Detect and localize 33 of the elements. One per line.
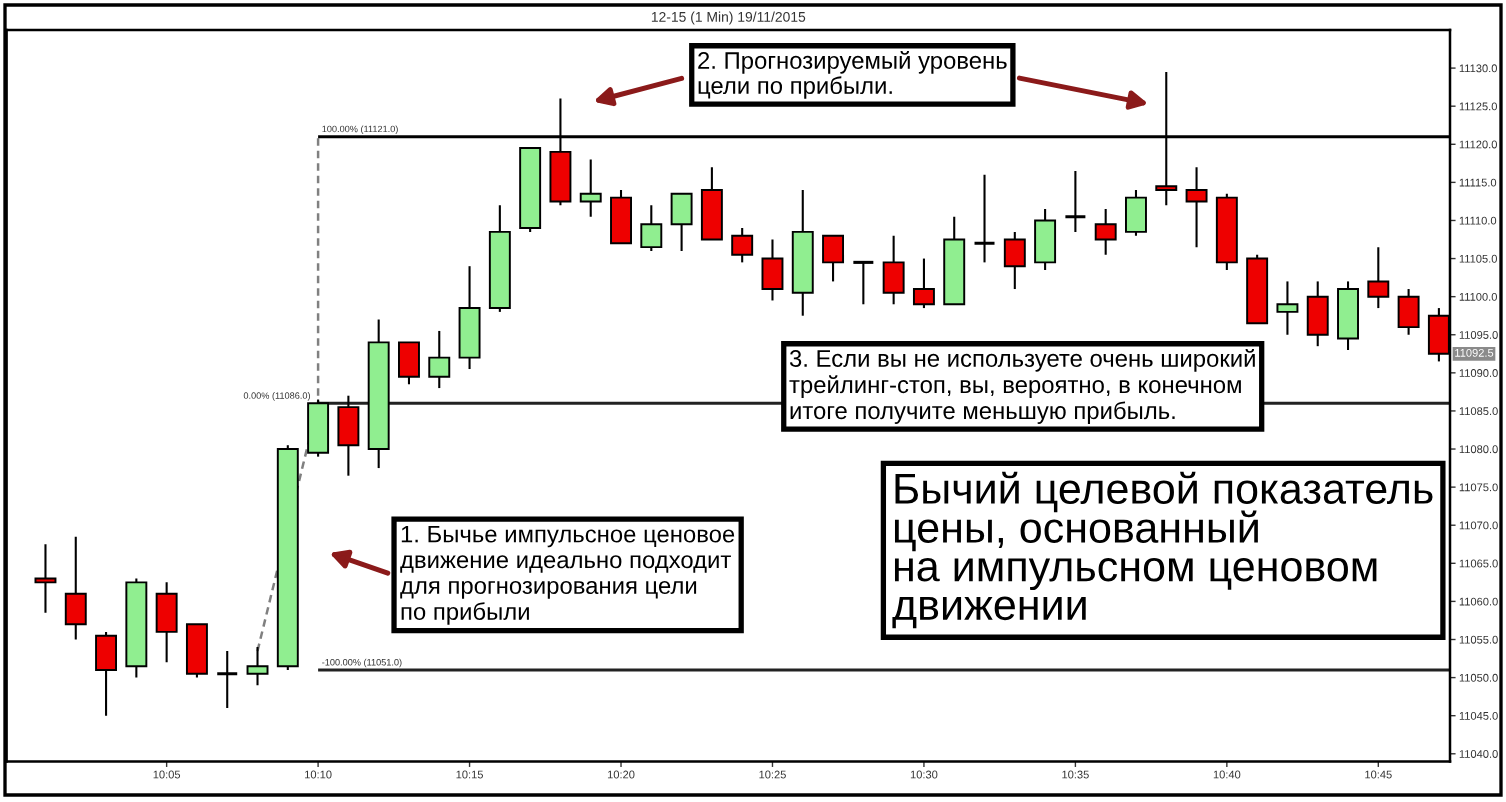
candlestick — [428, 329, 451, 390]
candlestick — [851, 260, 875, 306]
candlestick — [1003, 230, 1026, 291]
candlestick — [155, 581, 178, 664]
candlestick — [610, 188, 632, 245]
annotation: 1. Бычье импульсное ценовое движение идеально подходит для прогнозирования цели по прибыли — [400, 525, 735, 625]
candlestick — [1397, 288, 1420, 336]
candlestick — [1125, 188, 1147, 237]
candlestick — [1185, 166, 1208, 249]
candlestick — [640, 204, 663, 252]
annotation: 3. Если вы не используете очень широкий трейлинг-стоп, вы, вероятно, в конечном итоге получите меньшую прибыль. — [789, 349, 1255, 424]
candlestick — [1034, 208, 1057, 272]
candlestick — [822, 234, 845, 283]
annotation: Бычий целевой показатель цены, основанный на импульсном ценовом движении — [892, 471, 1433, 629]
candlestick — [670, 192, 693, 252]
candlestick — [215, 649, 239, 710]
candlestick — [1276, 280, 1299, 336]
candlestick — [1094, 208, 1117, 256]
candlestick — [95, 630, 118, 717]
candlestick — [761, 238, 784, 302]
candlestick — [579, 158, 602, 218]
candlestick — [246, 646, 269, 687]
candlestick — [398, 341, 420, 386]
candlestick — [882, 234, 905, 306]
candlestick — [912, 257, 935, 310]
candlestick — [972, 173, 997, 264]
candlestick — [64, 535, 87, 641]
candlestick — [337, 394, 360, 477]
candlestick — [1063, 169, 1087, 233]
candlestick — [731, 227, 754, 264]
annotation: 2. Прогнозируемый уровень цели по прибыли. — [698, 51, 1007, 99]
candlestick — [1367, 246, 1390, 310]
candlestick — [1306, 280, 1329, 348]
